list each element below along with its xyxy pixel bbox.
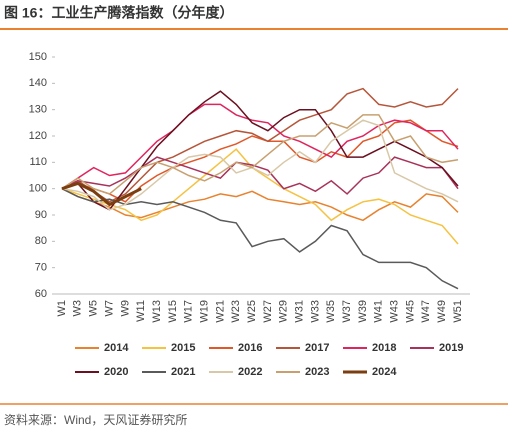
series-line [61,119,459,211]
x-tick-label: W25 [246,300,258,323]
x-tick-label: W31 [294,300,306,323]
x-tick-label: W5 [88,300,100,317]
x-tick-label: W21 [214,300,226,323]
x-tick-label: W45 [404,300,416,323]
x-tick-label: W47 [420,300,432,323]
y-tick-label: 150 [29,51,47,63]
x-tick-label: W29 [278,300,290,323]
x-tick-label: W1 [56,300,68,317]
legend-label: 2024 [372,366,397,378]
x-tick-label: W17 [183,300,195,323]
x-tick-label: W49 [436,300,448,323]
chart-title: 图 16：工业生产腾落指数（分年度） [4,5,233,21]
y-tick-label: 100 [29,183,47,195]
x-tick-label: W51 [452,300,464,323]
y-tick-label: 70 [35,262,47,274]
y-tick-label: 120 [29,130,47,142]
x-tick-label: W11 [135,300,147,322]
y-tick-label: 130 [29,104,47,116]
legend-label: 2021 [171,366,195,378]
x-tick-label: W41 [373,300,385,323]
x-tick-label: W13 [151,300,163,323]
x-tick-label: W19 [198,300,210,323]
legend-label: 2019 [439,342,463,354]
legend-label: 2023 [305,366,329,378]
y-tick-label: 140 [29,77,47,89]
x-tick-label: W7 [103,300,115,317]
source: 资料来源：Wind，天风证券研究所 [4,412,187,427]
series-line [61,87,459,203]
y-tick-label: 110 [29,156,47,168]
series-line [61,90,459,211]
x-tick-label: W3 [72,300,84,317]
x-tick-label: W43 [389,300,401,323]
y-tick-label: 90 [35,209,47,221]
x-tick-label: W9 [119,300,131,317]
x-tick-label: W37 [341,300,353,323]
series-line [61,156,459,195]
legend-label: 2017 [305,342,329,354]
x-tick-label: W27 [262,300,274,323]
y-tick-label: 60 [35,288,47,300]
legend-label: 2016 [238,342,262,354]
legend-label: 2018 [372,342,396,354]
legend-label: 2014 [104,342,129,354]
series-line [61,119,459,203]
x-tick-label: W15 [167,300,179,323]
series-line [61,181,142,207]
legend-label: 2020 [104,366,128,378]
x-tick-label: W23 [230,300,242,323]
legend-label: 2015 [171,342,195,354]
x-tick-label: W39 [357,300,369,323]
y-tick-label: 80 [35,235,47,247]
series-line [61,103,459,190]
series-line [61,188,459,290]
legend-label: 2022 [238,366,262,378]
x-tick-label: W35 [325,300,337,323]
series-line [61,148,459,245]
series-line [61,114,459,195]
x-tick-label: W33 [309,300,321,323]
